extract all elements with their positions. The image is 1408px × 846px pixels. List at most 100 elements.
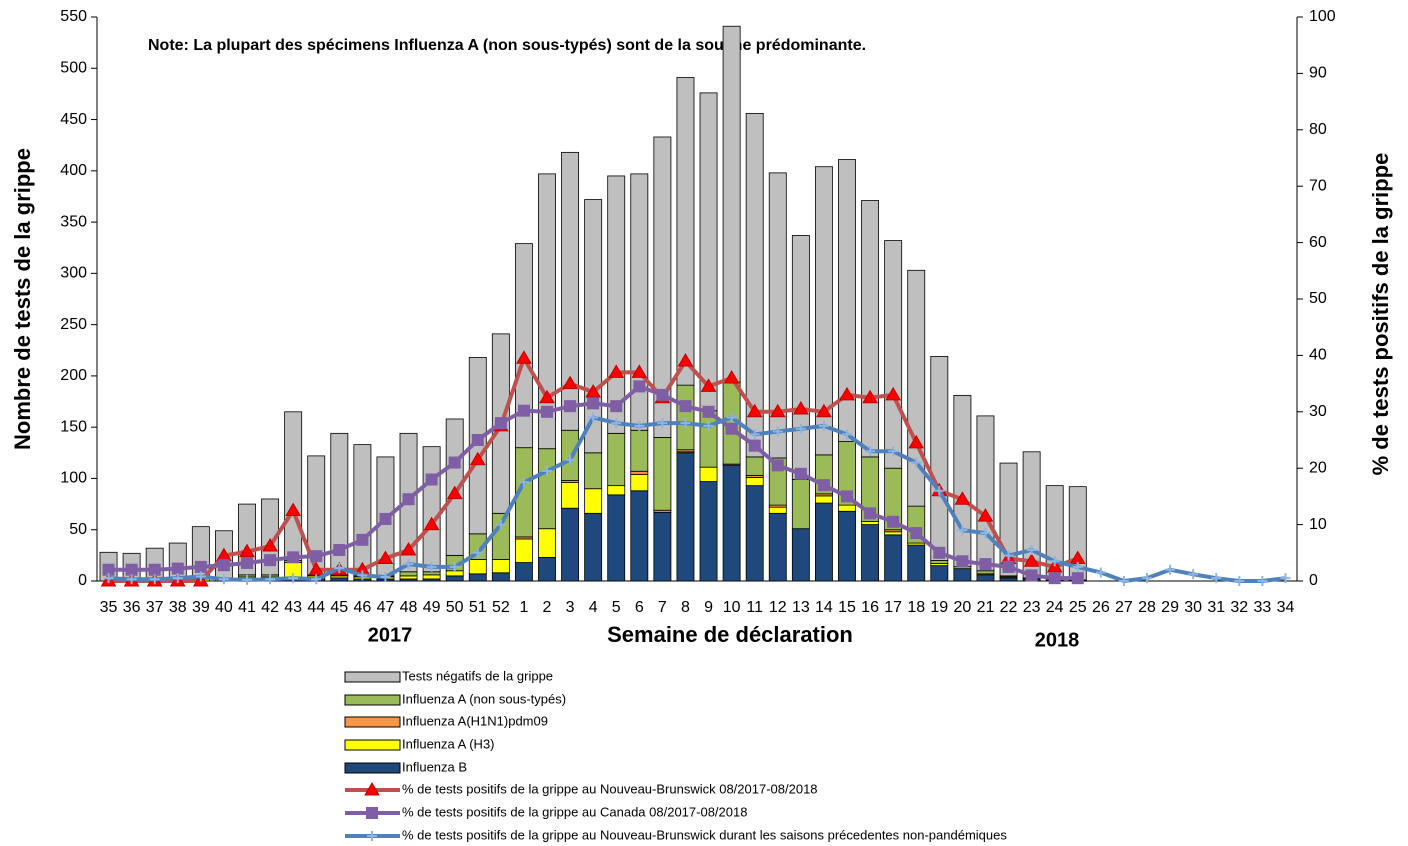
line-marker: [956, 555, 969, 568]
x-tick-label: 49: [423, 599, 441, 616]
line-marker: [723, 369, 740, 384]
line-marker: [656, 388, 669, 401]
line-marker: [634, 420, 645, 431]
line-marker: [610, 400, 623, 413]
bar: [514, 243, 533, 449]
x-tick-label: 4: [589, 599, 598, 616]
bar: [538, 448, 556, 530]
line-marker: [1025, 569, 1038, 582]
bar: [630, 470, 649, 475]
line-marker: [516, 350, 532, 364]
line-marker: [541, 405, 553, 418]
line-marker: [310, 550, 323, 563]
line-marker: [587, 397, 600, 410]
y2-tick-label: 20: [1309, 459, 1327, 476]
line-marker: [103, 573, 114, 584]
bar: [745, 477, 764, 487]
y2-axis-title: % de tests positifs de la grippe: [1368, 153, 1393, 476]
bar: [722, 464, 741, 582]
line-marker: [680, 418, 691, 429]
y2-tick-label: 100: [1309, 8, 1336, 25]
bar: [699, 466, 718, 482]
line-marker: [265, 574, 276, 585]
bar: [653, 511, 672, 582]
bar: [861, 521, 880, 525]
y-tick-label: 50: [69, 521, 87, 538]
x-tick-label: 29: [1161, 599, 1179, 616]
bar: [745, 456, 764, 476]
line-marker: [979, 558, 992, 571]
bar: [953, 394, 972, 568]
bar: [814, 502, 833, 582]
bar: [699, 481, 718, 582]
line-marker: [1257, 576, 1268, 586]
x-tick-label: 21: [977, 599, 995, 616]
line-marker: [446, 485, 463, 500]
line-marker: [148, 563, 161, 576]
line-marker: [517, 404, 530, 417]
line-marker: [1003, 550, 1014, 561]
y2-tick-label: 30: [1309, 403, 1327, 420]
y-tick-label: 500: [60, 59, 87, 76]
line-marker: [1142, 573, 1152, 584]
bar: [791, 479, 810, 530]
y2-tick-label: 0: [1309, 572, 1318, 589]
line-marker: [126, 574, 137, 585]
bar: [930, 565, 949, 582]
bar: [745, 485, 764, 582]
line-marker: [1095, 567, 1106, 578]
bar: [630, 429, 649, 472]
legend-marker: [366, 807, 378, 819]
bar: [768, 512, 787, 582]
line-marker: [839, 386, 855, 401]
bar: [584, 512, 603, 582]
bar: [653, 136, 672, 438]
line-marker: [841, 490, 853, 503]
line-marker: [748, 439, 761, 452]
bar: [422, 446, 441, 573]
legend-label: % de tests positifs de la grippe au Cana…: [402, 804, 747, 819]
line-marker: [426, 561, 437, 572]
x-tick-label: 9: [704, 599, 713, 616]
bar: [907, 544, 926, 582]
bar: [930, 560, 949, 564]
bar: [884, 531, 903, 536]
bar: [676, 77, 695, 386]
x-tick-label: 8: [681, 599, 690, 616]
bar: [838, 504, 856, 512]
line-marker: [287, 551, 300, 564]
line-marker: [908, 434, 925, 449]
x-tick-label: 16: [861, 599, 879, 616]
line-marker: [888, 446, 899, 457]
x-tick-label: 39: [192, 599, 210, 616]
bar: [861, 524, 880, 582]
year-label: 2018: [1035, 629, 1080, 651]
x-tick-label: 1: [519, 599, 528, 616]
line-marker: [954, 491, 971, 505]
legend-marker: [364, 782, 380, 796]
x-tick-label: 22: [1000, 599, 1018, 616]
line-marker: [425, 473, 438, 486]
bar: [745, 112, 764, 458]
line-marker: [242, 574, 252, 585]
y-tick-label: 0: [78, 572, 87, 589]
line-marker: [564, 400, 577, 413]
line-marker: [125, 563, 138, 576]
x-tick-label: 38: [169, 599, 187, 616]
y-tick-label: 400: [60, 162, 87, 179]
bar: [561, 482, 580, 509]
line-marker: [1165, 564, 1176, 575]
line-marker: [402, 493, 415, 506]
line-marker: [356, 533, 369, 546]
bar: [514, 538, 533, 563]
bar: [468, 573, 487, 582]
line-marker: [241, 556, 253, 569]
line-marker: [472, 547, 483, 558]
line-marker: [1188, 569, 1199, 580]
y-tick-label: 250: [60, 316, 87, 333]
y2-tick-label: 50: [1309, 290, 1327, 307]
y-tick-label: 550: [60, 8, 87, 25]
x-tick-label: 31: [1207, 599, 1225, 616]
x-tick-label: 50: [446, 599, 464, 616]
